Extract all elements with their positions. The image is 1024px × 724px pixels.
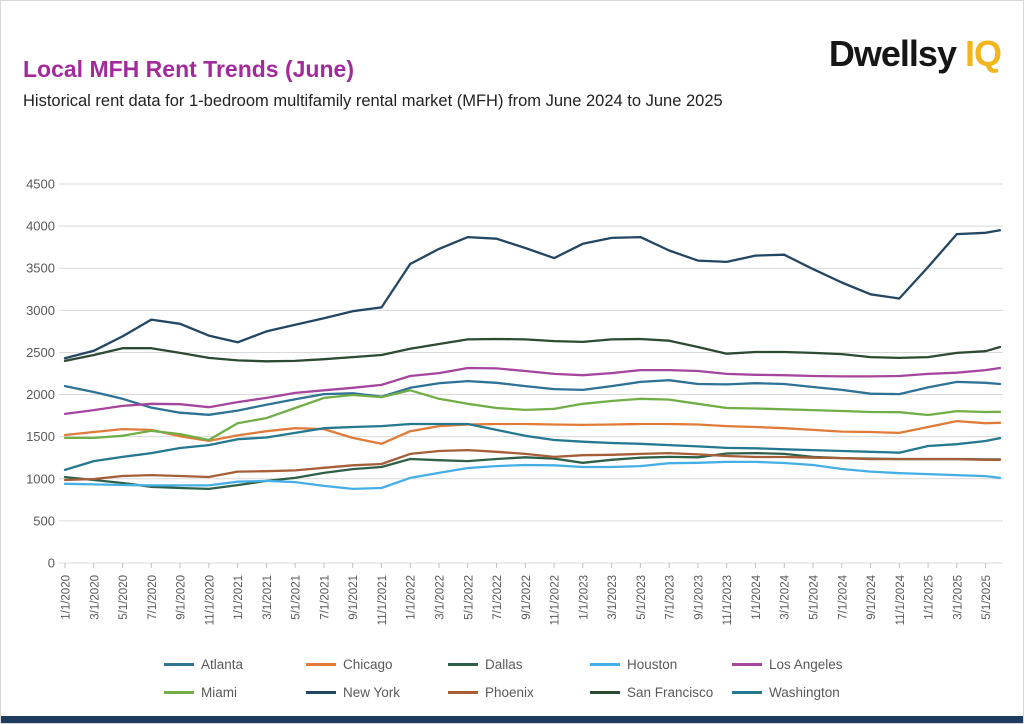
legend-swatch [590, 691, 620, 694]
x-axis-tick-label: 5/1/2022 [463, 575, 475, 620]
x-axis-tick-label: 7/1/2020 [147, 575, 159, 620]
y-axis-tick-label: 1500 [26, 429, 55, 444]
x-axis-tick-label: 9/1/2021 [348, 575, 360, 620]
x-axis-tick-label: 1/1/2023 [578, 575, 590, 620]
legend-label: San Francisco [627, 685, 714, 700]
x-axis-tick-label: 11/1/2022 [550, 575, 562, 625]
y-axis-tick-label: 4000 [26, 219, 55, 234]
footer-bar [1, 716, 1023, 723]
x-axis-tick-label: 9/1/2023 [693, 575, 705, 620]
legend-swatch [306, 691, 336, 694]
series-line-chicago [63, 419, 1002, 445]
series-line-los-angeles [63, 366, 1002, 416]
x-axis-tick-label: 3/1/2022 [435, 575, 447, 620]
x-axis-tick-label: 5/1/2023 [636, 575, 648, 620]
legend-swatch [448, 691, 478, 694]
x-axis-tick-label: 1/1/2022 [406, 575, 418, 620]
x-axis-tick-label: 3/1/2020 [89, 575, 101, 620]
legend-item-chicago: Chicago [306, 657, 444, 672]
series-line-new-york [63, 229, 1002, 360]
legend-label: New York [343, 685, 401, 700]
logo-wordmark-iq: IQ [964, 33, 1002, 74]
y-axis-tick-label: 2500 [26, 345, 55, 360]
series-line-washington [63, 422, 1002, 472]
x-axis-tick-label: 7/1/2022 [492, 575, 504, 620]
x-axis-tick-label: 1/1/2025 [924, 575, 936, 620]
x-axis-tick-label: 1/1/2020 [61, 575, 73, 620]
y-axis-tick-label: 1000 [26, 471, 55, 486]
legend-item-washington: Washington [732, 685, 870, 700]
series-line-phoenix [63, 448, 1002, 482]
legend-label: Dallas [485, 657, 523, 672]
legend-item-houston: Houston [590, 657, 728, 672]
x-axis-tick-label: 11/1/2024 [895, 574, 907, 625]
x-axis-tick-label: 7/1/2024 [837, 574, 849, 619]
x-axis-tick-label: 9/1/2024 [866, 574, 878, 619]
legend-label: Washington [769, 685, 840, 700]
y-axis-tick-label: 3000 [26, 303, 55, 318]
y-axis-tick-label: 3500 [26, 261, 55, 276]
y-axis-tick-label: 0 [48, 556, 55, 571]
x-axis-tick-label: 11/1/2020 [204, 575, 216, 625]
legend-swatch [732, 691, 762, 694]
series-line-houston [63, 460, 1002, 491]
legend-swatch [164, 691, 194, 694]
legend-item-atlanta: Atlanta [164, 657, 302, 672]
x-axis-tick-label: 9/1/2022 [521, 575, 533, 620]
legend-label: Chicago [343, 657, 393, 672]
legend-item-san-francisco: San Francisco [590, 685, 728, 700]
y-axis-tick-label: 500 [33, 513, 55, 528]
legend-swatch [306, 663, 336, 666]
chart-legend: Atlanta Chicago Dallas Houston Los Angeles Mi… [164, 657, 870, 700]
legend-item-phoenix: Phoenix [448, 685, 586, 700]
x-axis-tick-label: 3/1/2021 [262, 575, 274, 620]
x-axis-tick-label: 7/1/2021 [319, 575, 331, 620]
legend-item-miami: Miami [164, 685, 302, 700]
legend-item-los-angeles: Los Angeles [732, 657, 870, 672]
x-axis-tick-label: 11/1/2021 [377, 575, 389, 625]
legend-swatch [590, 663, 620, 666]
x-axis-tick-label: 5/1/2025 [981, 575, 993, 620]
x-axis-tick-label: 3/1/2025 [952, 575, 964, 620]
legend-swatch [448, 663, 478, 666]
page-title: Local MFH Rent Trends (June) [23, 56, 354, 82]
legend-label: Los Angeles [769, 657, 843, 672]
logo-wordmark-dwellsy: Dwellsy [828, 33, 957, 74]
y-axis-tick-label: 2000 [26, 387, 55, 402]
series-line-san-francisco [63, 337, 1002, 363]
x-axis-tick-label: 5/1/2020 [118, 575, 130, 620]
legend-item-new-york: New York [306, 685, 444, 700]
x-axis-tick-label: 1/1/2024 [751, 574, 763, 619]
legend-item-dallas: Dallas [448, 657, 586, 672]
legend-swatch [164, 663, 194, 666]
dwellsy-iq-logo: Dwellsy IQ [828, 33, 1002, 75]
legend-label: Phoenix [485, 685, 534, 700]
x-axis-tick-label: 5/1/2021 [291, 575, 303, 620]
series-line-miami [63, 389, 1002, 442]
x-axis-tick-label: 7/1/2023 [665, 575, 677, 620]
x-axis-tick-label: 11/1/2023 [722, 575, 734, 625]
series-line-atlanta [63, 379, 1002, 416]
x-axis-tick-label: 9/1/2020 [176, 575, 188, 620]
page-subtitle: Historical rent data for 1-bedroom multi… [23, 92, 723, 110]
x-axis-tick-label: 3/1/2024 [780, 574, 792, 619]
legend-label: Miami [201, 685, 237, 700]
x-axis-tick-label: 3/1/2023 [607, 575, 619, 620]
legend-label: Houston [627, 657, 678, 672]
x-axis-tick-label: 5/1/2024 [809, 574, 821, 619]
legend-swatch [732, 663, 762, 666]
x-axis-tick-label: 1/1/2021 [233, 575, 245, 620]
y-axis-tick-label: 4500 [26, 177, 55, 192]
legend-label: Atlanta [201, 657, 244, 672]
